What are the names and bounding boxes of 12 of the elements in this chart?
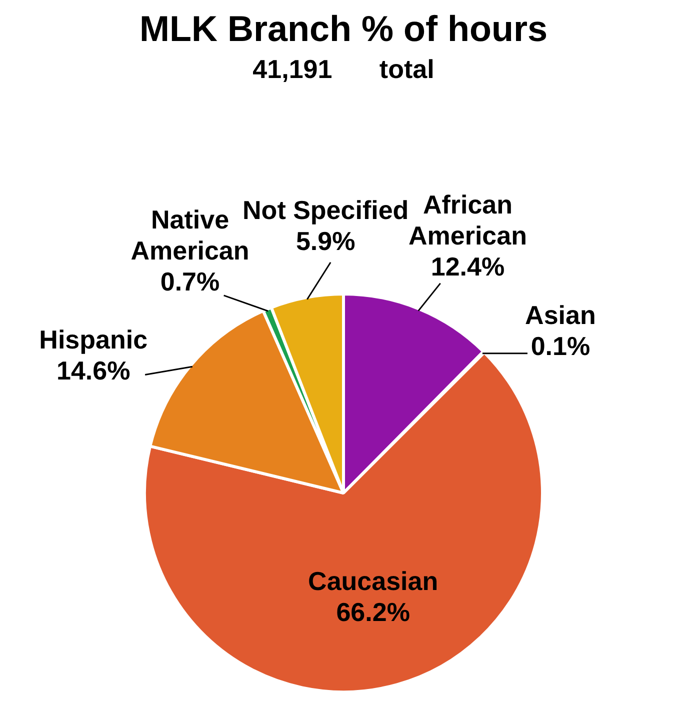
slice-label: Caucasian [308, 566, 438, 596]
slice-label: Hispanic [39, 324, 148, 354]
chart-title: MLK Branch % of hours [138, 7, 548, 50]
data-label: 0.1% [530, 330, 590, 361]
slice-label: African American [408, 190, 527, 251]
data-label: 66.2% [336, 597, 410, 628]
data-label: 12.4% [430, 252, 505, 282]
chart-subtitle: 41,191 total [252, 54, 436, 85]
data-label: 14.6% [56, 355, 130, 386]
slice-label: Asian [525, 300, 596, 330]
data-label: 0.7% [160, 266, 220, 296]
data-label: 5.9% [296, 226, 356, 256]
